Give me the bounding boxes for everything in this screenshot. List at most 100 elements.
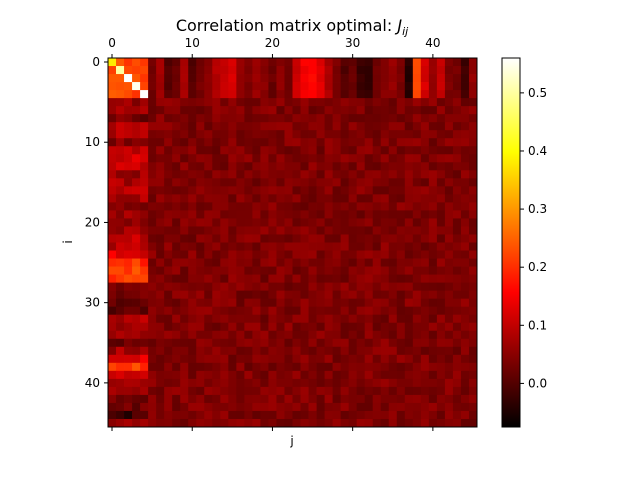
heatmap-cell [108, 250, 117, 259]
heatmap-cell [300, 290, 309, 300]
heatmap-cell [180, 354, 189, 364]
heatmap-cell [284, 314, 293, 324]
heatmap-cell [452, 74, 462, 83]
heatmap-cell [388, 234, 398, 243]
heatmap-cell [324, 250, 334, 259]
heatmap-cell [244, 258, 253, 267]
heatmap-cell [300, 66, 309, 75]
heatmap-cell [348, 138, 358, 147]
heatmap-cell [188, 114, 197, 123]
heatmap-cell [132, 314, 141, 324]
heatmap-cell [212, 274, 221, 284]
heatmap-cell [140, 314, 149, 324]
heatmap-cell [428, 314, 438, 324]
heatmap-cell [324, 138, 334, 147]
heatmap-cell [124, 90, 133, 99]
heatmap-cell [396, 290, 406, 300]
heatmap-cell [316, 210, 325, 219]
heatmap-cell [116, 378, 125, 388]
heatmap-cell [172, 194, 181, 203]
heatmap-cell [116, 226, 125, 235]
heatmap-cell [420, 402, 430, 412]
heatmap-cell [396, 178, 406, 187]
heatmap-cell [196, 98, 205, 107]
heatmap-cell [172, 170, 181, 179]
heatmap-cell [396, 298, 406, 308]
heatmap-cell [332, 146, 342, 155]
heatmap-cell [140, 370, 149, 380]
heatmap-cell [284, 178, 293, 187]
heatmap-cell [164, 186, 173, 195]
heatmap-cell [324, 370, 334, 380]
heatmap-cell [300, 370, 309, 380]
heatmap-cell [196, 266, 205, 275]
heatmap-cell [124, 266, 133, 275]
heatmap-cell [172, 322, 181, 332]
heatmap-cell [148, 114, 157, 123]
heatmap-cell [132, 378, 141, 388]
heatmap-cell [188, 346, 197, 356]
heatmap-cell [228, 314, 237, 324]
heatmap-cell [332, 138, 342, 147]
heatmap-cell [244, 314, 253, 324]
heatmap-cell [108, 346, 117, 356]
heatmap-cell [332, 122, 342, 131]
heatmap-cell [372, 146, 382, 155]
heatmap-cell [188, 154, 197, 163]
heatmap-cell [404, 146, 414, 155]
heatmap-cell [188, 306, 197, 316]
heatmap-cell [116, 338, 125, 348]
heatmap-cell [276, 250, 285, 259]
heatmap-cell [220, 330, 229, 340]
plot-frame [107, 57, 478, 428]
heatmap-cell [212, 146, 221, 155]
heatmap-cell [196, 114, 205, 123]
heatmap-cell [172, 202, 181, 211]
heatmap-cell [164, 314, 173, 324]
heatmap-cell [332, 154, 342, 163]
heatmap-cell [356, 306, 366, 316]
heatmap-cell [420, 234, 430, 243]
heatmap-cell [300, 186, 309, 195]
heatmap-cell [228, 186, 237, 195]
heatmap-cell [268, 162, 277, 171]
heatmap-cell [268, 58, 277, 67]
heatmap-cell [204, 234, 213, 243]
heatmap-cell [228, 418, 237, 428]
heatmap-cell [148, 66, 157, 75]
heatmap-cell [404, 90, 414, 99]
heatmap-cell [348, 202, 358, 211]
heatmap-cell [124, 218, 133, 227]
heatmap-cell [140, 194, 149, 203]
heatmap-cell [212, 114, 221, 123]
heatmap-cell [260, 306, 269, 316]
heatmap-cell [372, 346, 382, 356]
heatmap-cell [156, 138, 165, 147]
heatmap-cell [252, 410, 261, 420]
heatmap-cell [428, 162, 438, 171]
heatmap-cell [276, 58, 285, 67]
heatmap-cell [132, 266, 141, 275]
heatmap-cell [260, 66, 269, 75]
heatmap-cell [172, 114, 181, 123]
heatmap-cell [468, 250, 478, 259]
heatmap-cell [140, 66, 149, 75]
heatmap-cell [204, 194, 213, 203]
heatmap-cell [276, 178, 285, 187]
heatmap-cell [340, 122, 350, 131]
heatmap-cell [332, 338, 342, 348]
heatmap-cell [372, 210, 382, 219]
heatmap-cell [444, 162, 454, 171]
heatmap-cell [228, 386, 237, 396]
heatmap-cell [212, 394, 221, 404]
heatmap-cell [292, 418, 301, 428]
heatmap-cell [108, 114, 117, 123]
heatmap-cell [396, 362, 406, 372]
heatmap-cell [172, 370, 181, 380]
heatmap-cell [132, 282, 141, 292]
heatmap-cell [364, 130, 374, 139]
heatmap-cell [396, 234, 406, 243]
heatmap-cell [396, 314, 406, 324]
heatmap-cell [300, 394, 309, 404]
